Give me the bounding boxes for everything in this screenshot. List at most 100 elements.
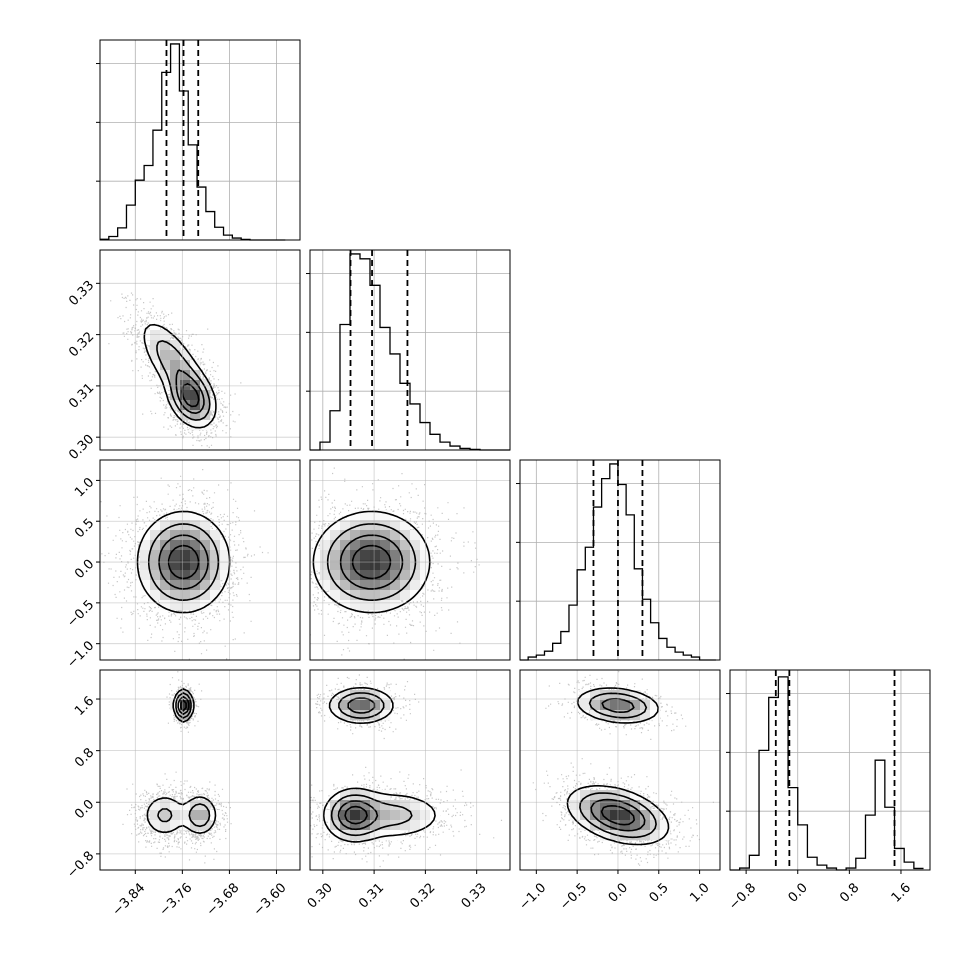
density-cell — [360, 790, 371, 801]
density-cell — [160, 370, 171, 381]
contour-level-2 — [339, 534, 404, 590]
density-cell — [320, 530, 331, 541]
density-cell — [660, 820, 671, 831]
density-cell — [400, 590, 411, 601]
density-cell — [150, 820, 161, 831]
density-cell — [160, 340, 171, 351]
density-cell — [370, 520, 381, 531]
density-cell — [400, 540, 411, 551]
density-cell — [380, 530, 391, 541]
density-cell — [620, 700, 631, 711]
density-cell — [200, 380, 211, 391]
density-cell — [350, 810, 361, 821]
density-cell — [190, 370, 201, 381]
density-cell — [330, 810, 341, 821]
density-cell — [370, 590, 381, 601]
density-cell — [350, 590, 361, 601]
density-cell — [610, 810, 621, 821]
scatter-panel-2-0 — [99, 459, 301, 661]
density-cell — [360, 600, 371, 611]
density-cell — [650, 700, 661, 711]
density-cell — [160, 520, 171, 531]
density-cell — [340, 560, 351, 571]
density-cell — [160, 330, 171, 341]
density-cell — [410, 570, 421, 581]
density-cell — [190, 810, 201, 821]
density-cell — [170, 530, 181, 541]
density-cell — [350, 560, 361, 571]
density-cell — [380, 560, 391, 571]
density-cell — [570, 800, 581, 811]
density-cell — [390, 560, 401, 571]
density-cell — [220, 540, 231, 551]
scatter-frame — [309, 459, 511, 661]
density-cell — [180, 570, 191, 581]
density-cell — [180, 350, 191, 361]
density-cell — [170, 560, 181, 571]
density-cell — [620, 710, 631, 721]
density-cell — [380, 820, 391, 831]
density-cell — [150, 540, 161, 551]
density-cell — [170, 400, 181, 411]
density-cell — [320, 560, 331, 571]
density-cell — [630, 710, 641, 721]
density-cell — [600, 810, 611, 821]
density-cell — [190, 540, 201, 551]
contour-level-1 — [157, 692, 211, 828]
density-cell — [370, 820, 381, 831]
density-cell — [400, 800, 411, 811]
density-cell — [350, 540, 361, 551]
density-cell — [200, 810, 211, 821]
density-cell — [200, 520, 211, 531]
density-cell — [610, 820, 621, 831]
density-cell — [380, 810, 391, 821]
density-cell — [340, 540, 351, 551]
histogram-3 — [730, 676, 924, 871]
density-cell — [150, 530, 161, 541]
density-cell — [150, 590, 161, 601]
density-cell — [630, 690, 641, 701]
density-cell — [180, 550, 191, 561]
density-cell — [600, 690, 611, 701]
density-cell — [370, 560, 381, 571]
density-cell — [140, 540, 151, 551]
scatter-panel-1-0 — [99, 249, 301, 451]
density-cell — [390, 520, 401, 531]
density-cell — [170, 700, 181, 711]
density-cell — [320, 580, 331, 591]
density-cell — [200, 550, 211, 561]
panel-content — [310, 467, 480, 660]
density-cell — [370, 700, 381, 711]
panel-content — [122, 671, 232, 864]
contour-level-1 — [326, 523, 417, 601]
density-cell — [390, 600, 401, 611]
density-cell — [330, 520, 341, 531]
density-cell — [180, 690, 191, 701]
density-cell — [590, 800, 601, 811]
density-cell — [160, 360, 171, 371]
contour-level-0 — [136, 510, 231, 614]
contour-level-3 — [351, 544, 392, 580]
density-cell — [200, 400, 211, 411]
density-cell — [180, 800, 191, 811]
density-cell — [400, 560, 411, 571]
density-cell — [160, 600, 171, 611]
density-cell — [160, 800, 171, 811]
density-cell — [210, 550, 221, 561]
density-cell — [170, 580, 181, 591]
density-cell — [170, 370, 181, 381]
density-cell — [150, 350, 161, 361]
density-cell — [140, 580, 151, 591]
density-cell — [600, 830, 611, 841]
density-cell — [330, 560, 341, 571]
density-cell — [360, 580, 371, 591]
density-cell — [160, 350, 171, 361]
density-cell — [390, 580, 401, 591]
density-cell — [620, 830, 631, 841]
density-cell — [570, 790, 581, 801]
density-cell — [360, 570, 371, 581]
density-cell — [140, 560, 151, 571]
density-cell — [180, 590, 191, 601]
density-cell — [360, 700, 371, 711]
